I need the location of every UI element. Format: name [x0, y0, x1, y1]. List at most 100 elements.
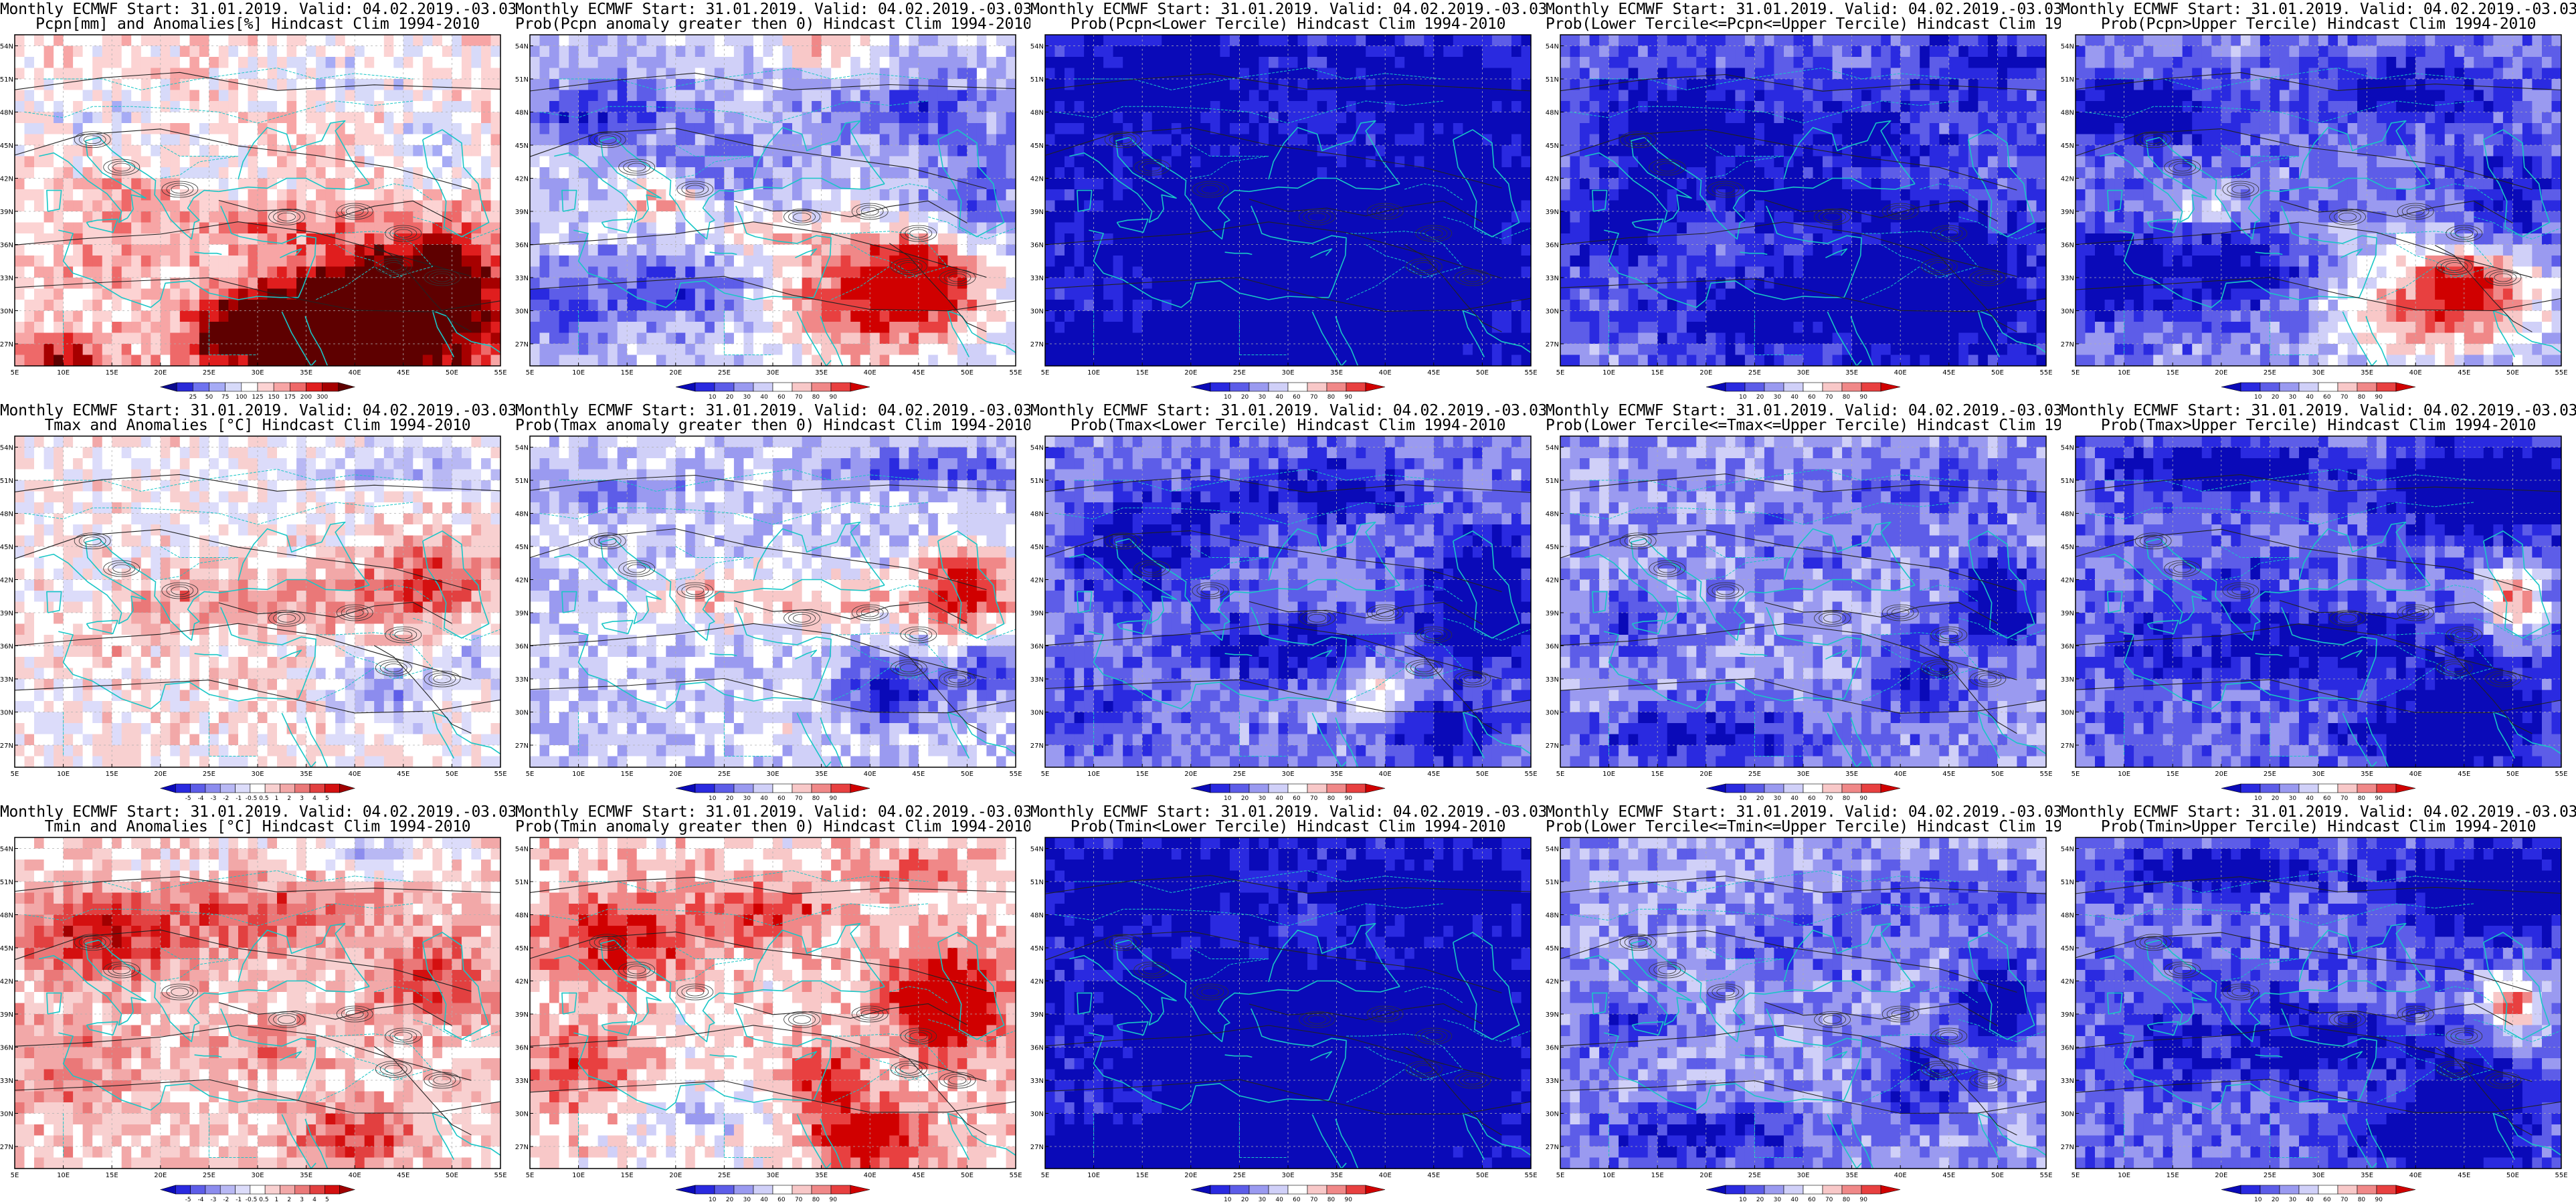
contour-ring	[909, 229, 928, 238]
heatmap-cell	[1190, 244, 1201, 256]
heatmap-cell	[967, 222, 978, 234]
heatmap-cell	[179, 322, 190, 334]
heatmap-cell	[1123, 233, 1133, 245]
heatmap-cell	[1861, 35, 1872, 47]
heatmap-cell	[627, 332, 638, 344]
heatmap-cell	[54, 57, 64, 69]
heatmap-cell	[102, 300, 112, 312]
heatmap-cell	[976, 35, 987, 47]
heatmap-cell	[316, 68, 327, 80]
heatmap-cell	[82, 310, 93, 322]
heatmap-cell	[258, 266, 268, 278]
heatmap-cell	[1463, 344, 1473, 356]
heatmap-cell	[870, 79, 881, 91]
heatmap-cell	[1920, 35, 1930, 47]
heatmap-cell	[899, 101, 909, 113]
heatmap-cell	[559, 300, 569, 312]
heatmap-cell	[179, 211, 190, 223]
heatmap-cell	[957, 68, 968, 80]
heatmap-cell	[928, 222, 939, 234]
heatmap-cell	[1065, 244, 1075, 256]
heatmap-cell	[1162, 256, 1172, 268]
heatmap-cell	[792, 90, 803, 102]
heatmap-cell	[34, 101, 45, 113]
heatmap-cell	[316, 90, 327, 102]
heatmap-cell	[1132, 244, 1143, 256]
heatmap-cell	[714, 123, 725, 135]
heatmap-cell	[189, 156, 200, 168]
heatmap-cell	[325, 344, 336, 356]
heatmap-cell	[1123, 134, 1133, 146]
heatmap-cell	[228, 167, 239, 179]
heatmap-cell	[1491, 222, 1502, 234]
heatmap-cell	[1521, 101, 1532, 113]
heatmap-cell	[1239, 90, 1250, 102]
heatmap-cell	[1404, 167, 1415, 179]
heatmap-cell	[608, 300, 618, 312]
heatmap-cell	[1443, 244, 1454, 256]
heatmap-cell	[1006, 57, 1016, 69]
heatmap-cell	[559, 332, 569, 344]
heatmap-cell	[889, 310, 900, 322]
heatmap-cell	[1327, 300, 1338, 312]
heatmap-cell	[1006, 178, 1016, 190]
heatmap-cell	[724, 123, 735, 135]
heatmap-cell	[870, 344, 881, 356]
heatmap-cell	[151, 101, 161, 113]
heatmap-cell	[403, 101, 413, 113]
y-tick-label: 45N	[0, 142, 13, 150]
heatmap-cell	[870, 45, 881, 58]
heatmap-cell	[773, 322, 784, 334]
panel-title-line1: Monthly ECMWF Start: 31.01.2019. Valid: …	[515, 1, 1030, 17]
heatmap-cell	[870, 156, 881, 168]
coastlines	[1069, 120, 1532, 367]
heatmap-cell	[209, 300, 219, 312]
y-tick-label: 33N	[0, 275, 13, 282]
border	[208, 310, 258, 355]
heatmap-cell	[364, 145, 375, 157]
heatmap-cell	[821, 233, 832, 245]
heatmap-cell	[1181, 68, 1192, 80]
heatmap-cell	[1006, 200, 1016, 212]
heatmap-cell	[24, 178, 35, 190]
heatmap-cell	[792, 145, 803, 157]
heatmap-cell	[928, 322, 939, 334]
heatmap-cell	[248, 45, 258, 58]
heatmap-cell	[1424, 322, 1435, 334]
heatmap-cell	[1162, 222, 1172, 234]
colorbar-label: 200	[300, 394, 312, 401]
heatmap-cell	[675, 266, 686, 278]
heatmap-cell	[1181, 211, 1192, 223]
heatmap-cell	[1220, 178, 1230, 190]
heatmap-cell	[355, 35, 365, 47]
heatmap-cell	[705, 45, 715, 58]
heatmap-cell	[1181, 300, 1192, 312]
heatmap-cell	[170, 35, 181, 47]
heatmap-cell	[773, 167, 784, 179]
heatmap-cell	[170, 68, 181, 80]
heatmap-cell	[189, 332, 200, 344]
heatmap-cell	[821, 266, 832, 278]
heatmap-cell	[209, 322, 219, 334]
heatmap-cell	[1103, 344, 1114, 356]
heatmap-cell	[170, 101, 181, 113]
heatmap-cell	[54, 101, 64, 113]
heatmap-cell	[909, 79, 919, 91]
heatmap-cell	[1006, 310, 1016, 322]
heatmap-cell	[1501, 310, 1512, 322]
colorbar-segment	[772, 382, 793, 392]
heatmap-cell	[821, 310, 832, 322]
heatmap-cell	[821, 45, 832, 58]
heatmap-cell	[1501, 322, 1512, 334]
heatmap-cell	[918, 68, 929, 80]
heatmap-cell	[1210, 278, 1220, 290]
heatmap-cell	[151, 244, 161, 256]
heatmap-cell	[1424, 310, 1435, 322]
heatmap-cell	[763, 167, 773, 179]
heatmap-cell	[714, 134, 725, 146]
heatmap-cell	[1045, 244, 1056, 256]
heatmap-cell	[889, 45, 900, 58]
heatmap-cell	[763, 134, 773, 146]
heatmap-cell	[1045, 167, 1056, 179]
heatmap-cell	[1307, 355, 1318, 367]
